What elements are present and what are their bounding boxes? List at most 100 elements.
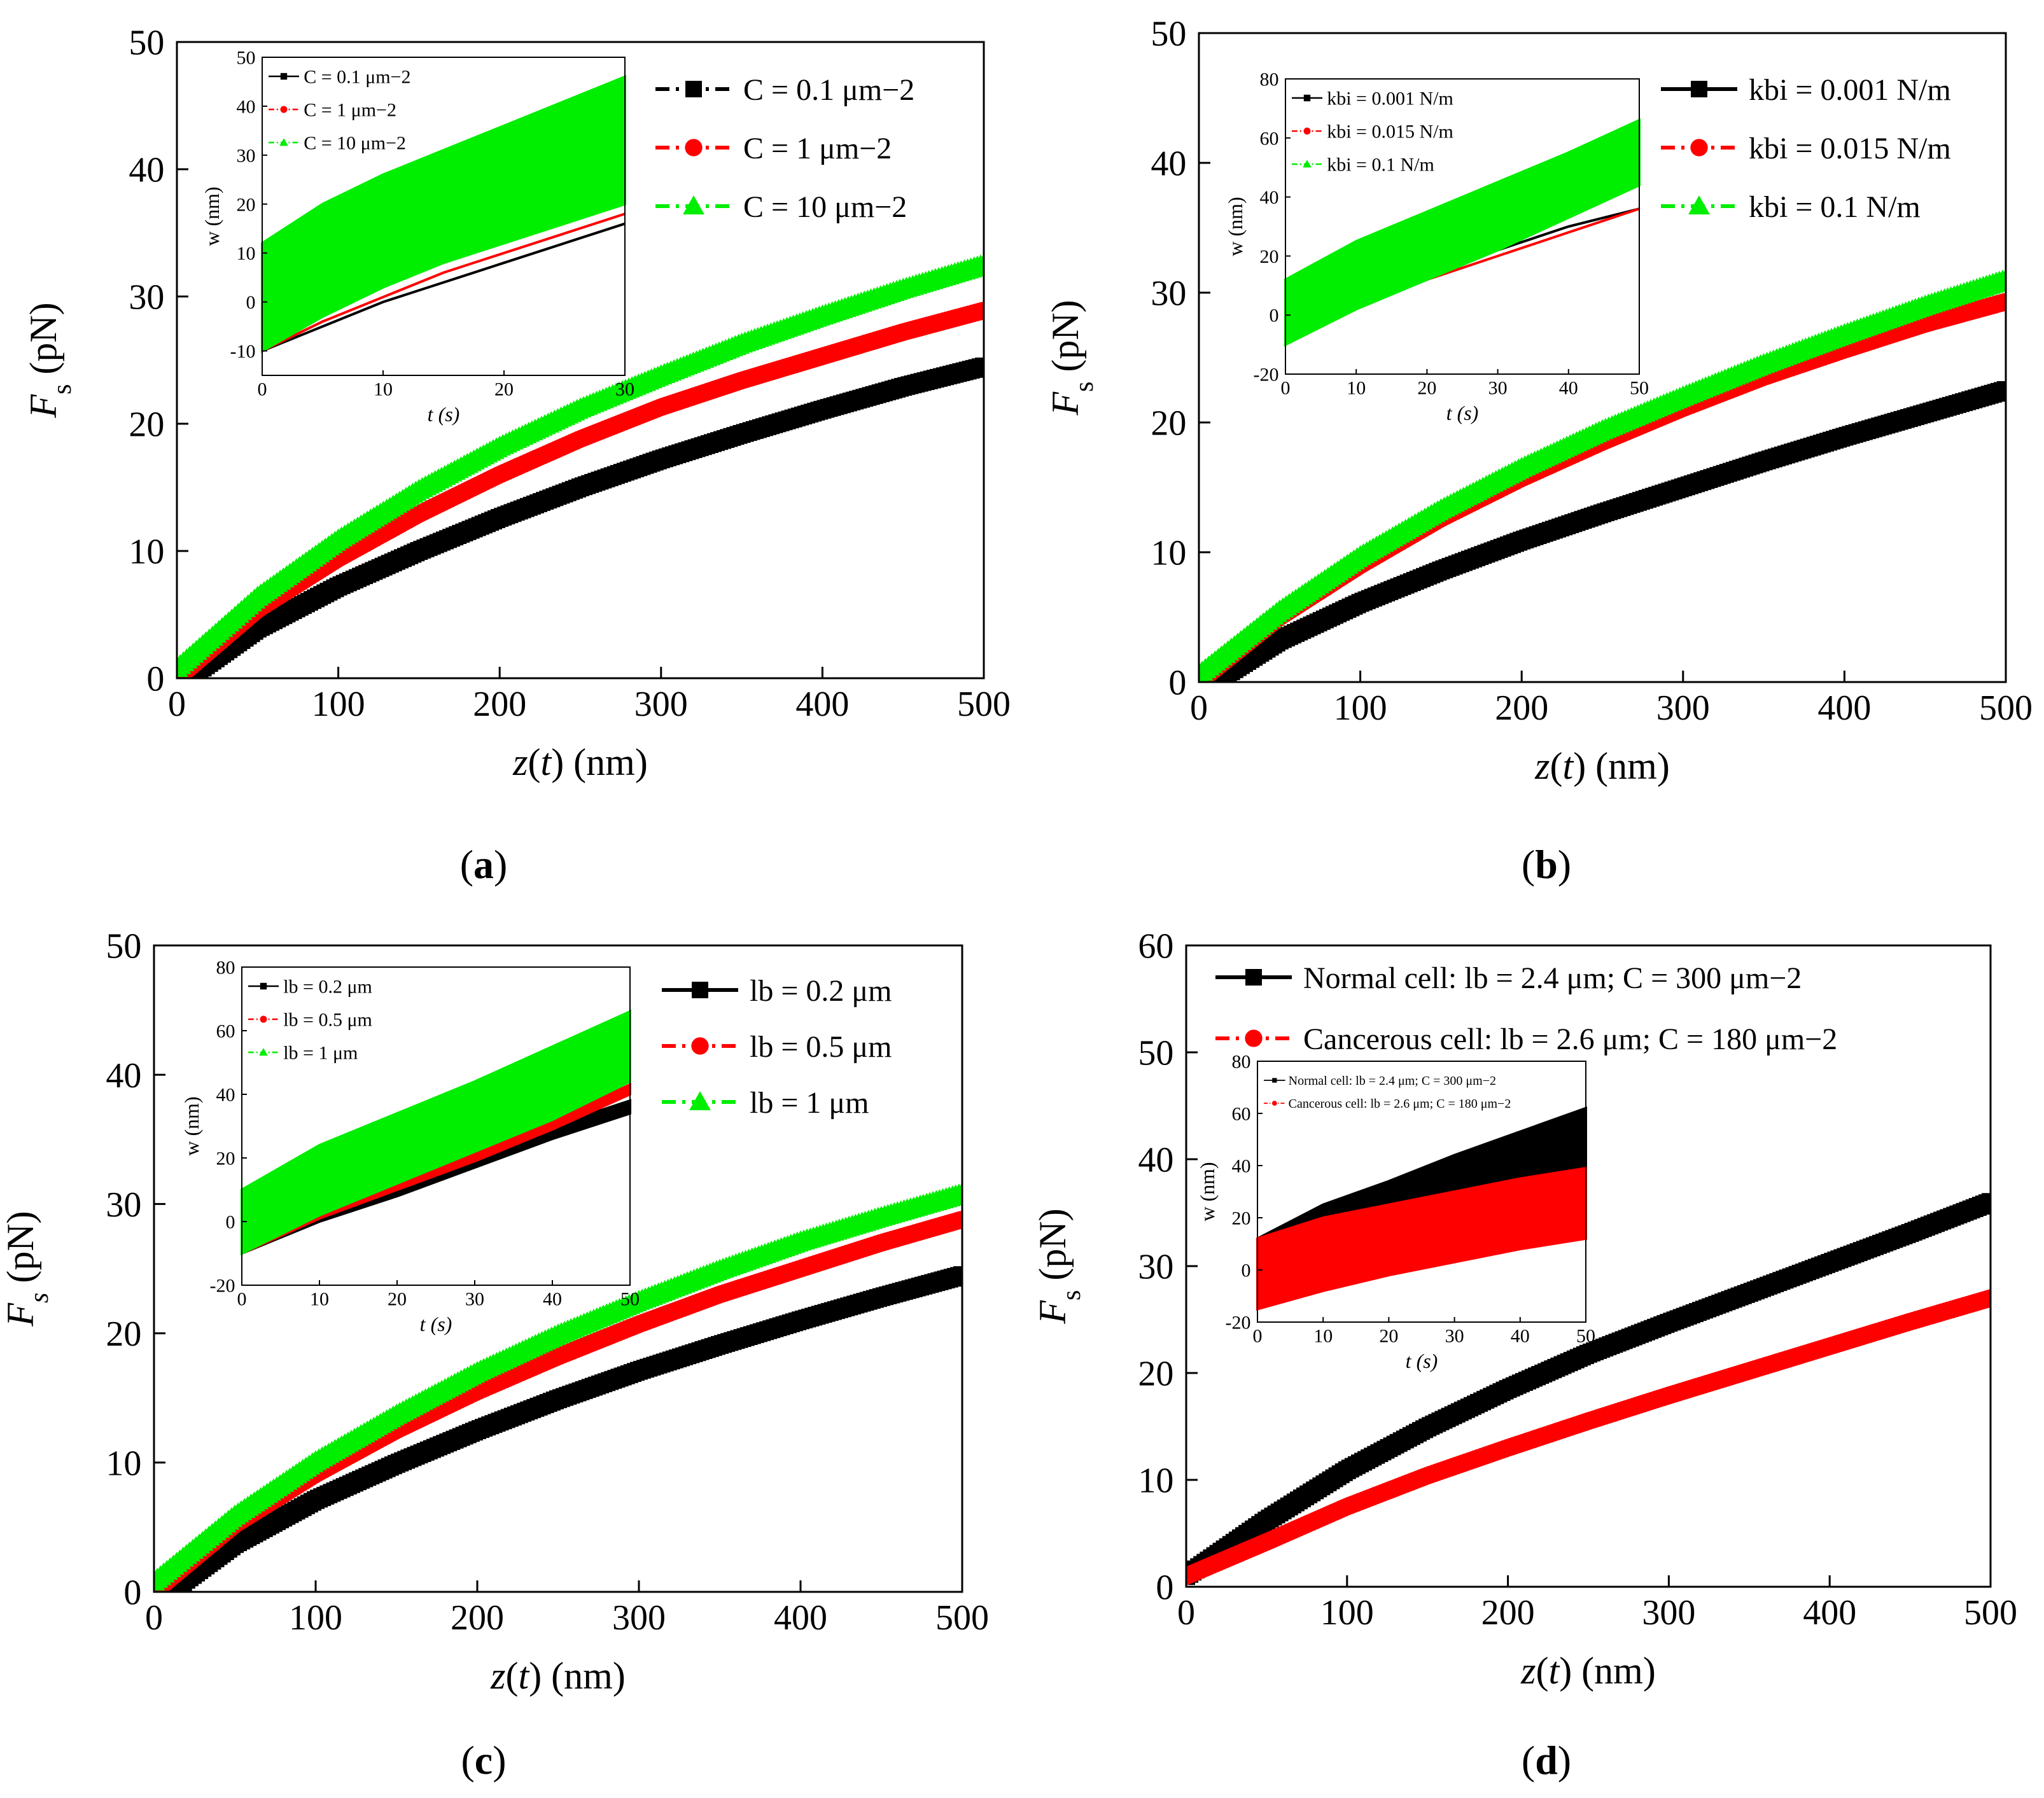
panel-label-open: ( [461, 1738, 474, 1783]
x-title-paren: ( [1536, 1650, 1549, 1692]
legend-triangle-marker-inset-2 [279, 138, 288, 146]
panel-label-d: (d) [1522, 1738, 1571, 1783]
axis-d-x-tick-label-0: 0 [1177, 1593, 1195, 1633]
inset-axis-c-x-tick-label-1: 10 [310, 1289, 329, 1310]
plot-area-c [154, 1182, 962, 1592]
inset-axis-a-x-tick-label-3: 30 [615, 379, 634, 400]
legend-square-marker-inset-0 [1272, 1078, 1277, 1083]
axis-d-y-tick-label-3: 30 [1138, 1248, 1173, 1287]
legend-circle-marker-1 [1690, 139, 1708, 157]
y-axis-title-d: Fs (pN) [1032, 1208, 1086, 1324]
panel-label-close: ) [1558, 1738, 1571, 1783]
legend-square-marker-inset-0 [280, 73, 288, 80]
legend-label-c-0: lb = 0.2 μm [750, 974, 892, 1008]
inset-axis-b-y-tick-label-0: -20 [1254, 365, 1279, 386]
data-point-circle [1995, 293, 2006, 311]
legend-label-b-0: kbi = 0.001 N/m [1749, 73, 1951, 107]
inset-axis-b-frame [1285, 78, 1640, 375]
x-axis-title-a: z(t) (nm) [512, 741, 648, 783]
data-point-square [1982, 1193, 1991, 1211]
panel-label-letter: d [1535, 1738, 1558, 1783]
axis-a-y-tick-label-0: 0 [146, 660, 164, 699]
inset-legend-label-c-2: lb = 1 μm [283, 1043, 358, 1064]
axis-a-x-tick-label-0: 0 [168, 685, 186, 724]
axis-c-y-tick-label-0: 0 [123, 1573, 141, 1613]
axis-c-y-tick-label-2: 20 [106, 1314, 141, 1354]
legend-label-a-1: C = 1 μm−2 [743, 132, 892, 165]
y-title-sub: s [1057, 1290, 1086, 1300]
inset-axis-c-x-tick-label-3: 30 [465, 1289, 484, 1310]
x-axis-title-d: z(t) (nm) [1520, 1650, 1656, 1692]
panel-label-c: (c) [461, 1738, 506, 1783]
axis-d-x-tick-label-3: 300 [1642, 1593, 1695, 1633]
legend-circle-marker-inset-1 [260, 1015, 267, 1023]
axis-c-y-tick-label-5: 50 [106, 927, 141, 966]
x-title-arg: t [541, 741, 552, 783]
inset-x-title-a: t (s) [428, 403, 460, 426]
x-title-unit: ) (nm) [1559, 1650, 1656, 1692]
inset-y-title-b: w (nm) [1224, 197, 1247, 256]
y-title-sub: s [25, 1293, 54, 1303]
data-point-circle [973, 302, 984, 320]
legend-circle-marker-inset-1 [1303, 127, 1311, 135]
y-title-var: F [22, 394, 64, 419]
axis-a-x-tick-label-2: 200 [473, 685, 526, 724]
inset-axis-a-y-tick-label-3: 20 [237, 194, 256, 215]
axis-a-x-tick-label-3: 300 [634, 685, 688, 724]
inset-axis-c-y-tick-label-3: 40 [216, 1085, 235, 1106]
axis-d-y-tick-label-1: 10 [1138, 1461, 1173, 1501]
axis-a-frame [176, 41, 985, 679]
series-b-2 [1199, 268, 2006, 682]
y-title-sub: s [1070, 382, 1099, 392]
inset-legend-label-a-0: C = 0.1 μm−2 [304, 67, 410, 88]
axis-b-y-tick-label-4: 40 [1151, 144, 1186, 184]
axis-d-x-tick-label-4: 400 [1803, 1593, 1856, 1633]
axis-a-y-tick-label-2: 20 [129, 405, 164, 445]
x-title-arg: t [519, 1655, 530, 1697]
legend-square-marker-inset-0 [260, 982, 267, 990]
inset-axis-d-x-tick-label-4: 40 [1511, 1326, 1530, 1347]
inset-axis-c-y-tick-label-1: 0 [226, 1212, 235, 1233]
data-point-circle [1982, 1289, 1991, 1307]
axis-b-y-tick-label-5: 50 [1151, 15, 1186, 54]
inset-axis-a-frame [262, 57, 626, 376]
series-c-0 [164, 1266, 962, 1592]
axis-c-y-tick-label-4: 40 [106, 1056, 141, 1096]
inset-legend-label-b-1: kbi = 0.015 N/m [1327, 122, 1453, 143]
inset-axis-a-y-tick-label-1: 0 [246, 292, 256, 313]
x-title-arg: t [1563, 745, 1574, 787]
inset-axis-d-y-tick-label-2: 20 [1232, 1208, 1251, 1229]
inset-axis-b-x-tick-label-5: 50 [1630, 378, 1649, 399]
inset-axis-d-x-tick-label-0: 0 [1253, 1326, 1263, 1347]
inset-axis-b-y-tick-label-3: 40 [1260, 187, 1279, 208]
inset-axis-d-x-tick-label-3: 30 [1445, 1326, 1464, 1347]
inset-axis-a-y-tick-label-0: -10 [230, 341, 256, 362]
series-a-0 [184, 358, 984, 678]
axis-b-y-tick-label-0: 0 [1168, 664, 1186, 703]
panel-label-close: ) [493, 1738, 506, 1783]
inset-axis-a-y-tick-label-2: 10 [237, 243, 256, 264]
inset-axis-c-y-tick-label-5: 80 [216, 958, 235, 979]
panel-label-b: (b) [1522, 842, 1571, 887]
x-title-var: z [1534, 745, 1550, 787]
x-title-arg: t [1549, 1650, 1560, 1692]
inset-axis-d-frame [1257, 1061, 1586, 1323]
panel-label-open: ( [460, 842, 473, 887]
axis-b-frame [1198, 32, 2007, 683]
inset-axis-b-y-tick-label-2: 20 [1260, 246, 1279, 267]
axis-c-frame [153, 944, 963, 1593]
axis-a-x-tick-label-1: 100 [312, 685, 365, 724]
x-title-unit: ) (nm) [551, 741, 648, 783]
series-c-2 [154, 1182, 962, 1591]
inset-axis-b-y-tick-label-4: 60 [1260, 128, 1279, 149]
data-point-circle [951, 1211, 962, 1229]
legend-label-d-0: Normal cell: lb = 2.4 μm; C = 300 μm−2 [1303, 961, 1802, 995]
legend-circle-marker-inset-1 [280, 106, 288, 113]
x-title-unit: ) (nm) [529, 1655, 626, 1697]
inset-x-title-b: t (s) [1446, 401, 1479, 424]
inset-axis-b-x-tick-label-3: 30 [1488, 378, 1508, 399]
legend-square-marker-0 [685, 81, 702, 97]
inset-axis-a-y-tick-label-5: 40 [237, 96, 256, 117]
panel-label-letter: a [473, 842, 494, 887]
